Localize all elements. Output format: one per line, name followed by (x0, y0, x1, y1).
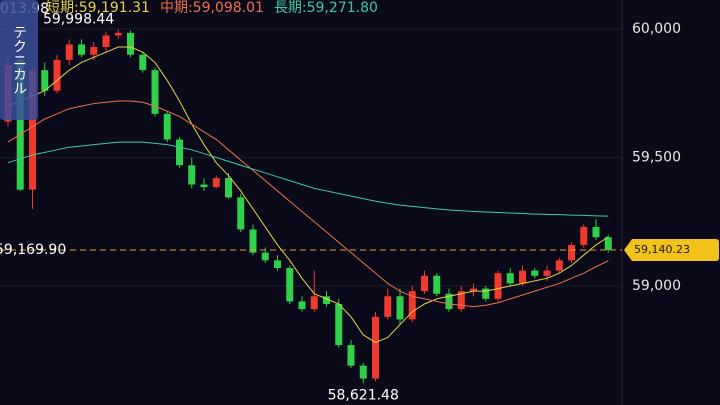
candle-body (421, 275, 428, 292)
candle-body (114, 32, 122, 36)
candle-body (580, 226, 588, 245)
candle-body (127, 32, 134, 55)
y-tick-label: 59,500 (632, 150, 681, 166)
button-bg (0, 0, 38, 120)
candle-body (212, 178, 220, 188)
candle-body (41, 70, 49, 91)
candle-body (555, 260, 563, 271)
price-tag (624, 238, 719, 261)
candle-body (53, 59, 61, 91)
candle-body (200, 184, 208, 188)
candle-body (310, 296, 318, 310)
candle-body (384, 296, 392, 317)
candle-body (90, 47, 98, 55)
candle-body (604, 237, 612, 250)
candle-body (592, 226, 600, 238)
ma-line (7, 141, 609, 217)
y-tick-label: 59,000 (632, 278, 681, 294)
candle-body (506, 273, 514, 284)
legend-entry: 短期:59,191.31 (46, 0, 150, 16)
candle-body (225, 178, 232, 198)
candle-body (261, 252, 269, 261)
candle-body (396, 296, 404, 320)
candle-body (323, 296, 330, 305)
left-label: 59,169.90 (0, 242, 66, 258)
candle-body (151, 70, 159, 114)
candle-body (531, 270, 539, 276)
price-tag-label: 59,140.23 (634, 243, 690, 256)
candle-body (274, 260, 281, 269)
candle-body (249, 229, 257, 253)
candle-body (78, 44, 85, 55)
candle-body (372, 316, 379, 379)
ma-line (7, 100, 609, 308)
candle-body (298, 301, 306, 310)
ma-line (7, 46, 609, 344)
candle-body (347, 345, 355, 366)
technical-button[interactable]: テクニカル (0, 0, 38, 120)
candle-body (65, 44, 73, 60)
candle-body (568, 244, 575, 261)
candle-body (494, 273, 502, 299)
legend-entry: 長期:59,271.80 (274, 0, 378, 16)
y-tick-label: 60,000 (632, 21, 681, 37)
candle-body (29, 70, 36, 190)
candle-body (519, 270, 526, 284)
candle-body (445, 293, 453, 310)
candle-body (102, 35, 110, 48)
candle-body (176, 139, 183, 166)
candle-body (163, 113, 171, 140)
candle-body (16, 59, 24, 190)
candle-body (139, 54, 147, 71)
candle-body (433, 275, 441, 294)
candle-body (482, 288, 490, 299)
candle-body (237, 197, 245, 230)
candle-body (457, 291, 465, 310)
candle-body (359, 365, 367, 379)
candle-body (408, 291, 416, 320)
candle-body (188, 165, 196, 185)
button-label: テクニカル (11, 25, 27, 95)
high-label: 59,998.44 (43, 11, 114, 27)
legend-entry: 中期:59,098.01 (160, 0, 264, 16)
candle-body (470, 288, 477, 292)
candle-body (543, 270, 551, 276)
low-label: 58,621.48 (328, 387, 399, 403)
candle-body (286, 268, 294, 302)
candle-body (335, 304, 343, 346)
